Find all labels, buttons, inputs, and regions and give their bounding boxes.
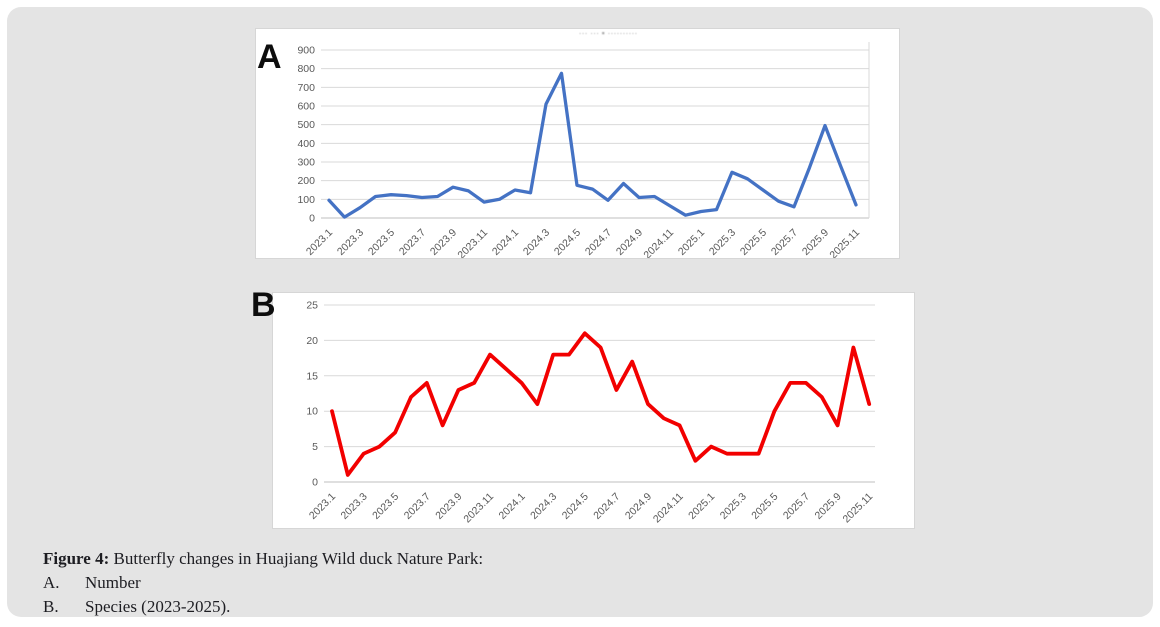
svg-text:600: 600 xyxy=(297,101,315,113)
caption-item-a-marker: A. xyxy=(43,573,60,592)
panel-a-label: A xyxy=(257,38,282,76)
svg-text:2025.7: 2025.7 xyxy=(781,491,812,522)
caption-figure-text: Butterfly changes in Huajiang Wild duck … xyxy=(109,549,484,568)
svg-text:400: 400 xyxy=(297,138,315,150)
figure-caption: Figure 4: Butterfly changes in Huajiang … xyxy=(43,547,803,619)
svg-text:2024.3: 2024.3 xyxy=(528,491,559,522)
svg-text:2025.5: 2025.5 xyxy=(749,491,780,522)
caption-item-a: A. Number xyxy=(43,571,803,595)
svg-text:2025.7: 2025.7 xyxy=(769,227,800,258)
svg-text:500: 500 xyxy=(297,119,315,131)
panel-a-number-chart: ··· ··· ▪ ·········· 0 100 200 300 400 500 600… xyxy=(255,28,900,259)
svg-text:900: 900 xyxy=(297,45,315,57)
svg-text:2025.1: 2025.1 xyxy=(686,491,717,522)
svg-text:2023.7: 2023.7 xyxy=(397,227,428,258)
svg-text:2025.11: 2025.11 xyxy=(827,227,862,258)
svg-text:2023.11: 2023.11 xyxy=(455,227,490,258)
svg-text:10: 10 xyxy=(306,406,318,418)
svg-text:2025.3: 2025.3 xyxy=(718,491,749,522)
panel-b-label: B xyxy=(251,286,276,324)
svg-text:2023.5: 2023.5 xyxy=(370,491,401,522)
svg-text:2025.9: 2025.9 xyxy=(813,491,844,522)
svg-text:2024.5: 2024.5 xyxy=(552,227,583,258)
svg-text:2024.1: 2024.1 xyxy=(490,227,521,258)
svg-text:2024.3: 2024.3 xyxy=(521,227,552,258)
clipped-chart-title: ··· ··· ▪ ·········· xyxy=(578,29,638,36)
svg-text:2023.11: 2023.11 xyxy=(461,491,496,526)
panel-b-species-chart: 0 5 10 15 20 25 2023.1 2023.3 2023.5 2023.7 2023.9… xyxy=(272,292,915,529)
svg-text:800: 800 xyxy=(297,63,315,75)
svg-text:2024.11: 2024.11 xyxy=(651,491,686,526)
caption-figure-label: Figure 4: xyxy=(43,549,110,568)
figure-card: ··· ··· ▪ ·········· 0 100 200 300 400 500 600… xyxy=(7,7,1153,617)
caption-item-b: B. Species (2023-2025). xyxy=(43,595,803,619)
svg-text:2024.7: 2024.7 xyxy=(583,227,614,258)
caption-item-b-marker: B. xyxy=(43,597,59,616)
svg-text:100: 100 xyxy=(297,194,315,206)
svg-text:300: 300 xyxy=(297,157,315,169)
number-line-chart: 0 100 200 300 400 500 600 700 800 900 2023.1 2023.3… xyxy=(297,42,870,258)
svg-text:2023.1: 2023.1 xyxy=(307,491,338,522)
caption-item-b-text: Species (2023-2025). xyxy=(85,597,231,616)
svg-text:25: 25 xyxy=(306,300,318,312)
svg-text:0: 0 xyxy=(309,213,315,225)
svg-text:2023.3: 2023.3 xyxy=(339,491,370,522)
svg-text:2024.1: 2024.1 xyxy=(497,491,528,522)
svg-text:2023.7: 2023.7 xyxy=(402,491,433,522)
svg-text:0: 0 xyxy=(312,477,318,489)
caption-title-line: Figure 4: Butterfly changes in Huajiang … xyxy=(43,547,803,571)
svg-text:2024.5: 2024.5 xyxy=(560,491,591,522)
svg-text:2024.7: 2024.7 xyxy=(591,491,622,522)
svg-text:2025.5: 2025.5 xyxy=(738,227,769,258)
svg-text:2023.3: 2023.3 xyxy=(335,227,366,258)
caption-item-a-text: Number xyxy=(85,573,141,592)
svg-text:200: 200 xyxy=(297,175,315,187)
svg-text:2025.1: 2025.1 xyxy=(676,227,707,258)
svg-text:20: 20 xyxy=(306,335,318,347)
svg-text:2023.9: 2023.9 xyxy=(433,491,464,522)
species-line-chart: 0 5 10 15 20 25 2023.1 2023.3 2023.5 2023.7 2023.9… xyxy=(306,300,876,526)
svg-text:2024.9: 2024.9 xyxy=(623,491,654,522)
svg-text:5: 5 xyxy=(312,441,318,453)
svg-text:2025.11: 2025.11 xyxy=(841,491,876,526)
svg-text:700: 700 xyxy=(297,82,315,94)
svg-text:2024.11: 2024.11 xyxy=(641,227,676,258)
svg-text:2025.3: 2025.3 xyxy=(707,227,738,258)
svg-text:15: 15 xyxy=(306,370,318,382)
svg-text:2023.5: 2023.5 xyxy=(366,227,397,258)
svg-text:2023.1: 2023.1 xyxy=(304,227,335,258)
